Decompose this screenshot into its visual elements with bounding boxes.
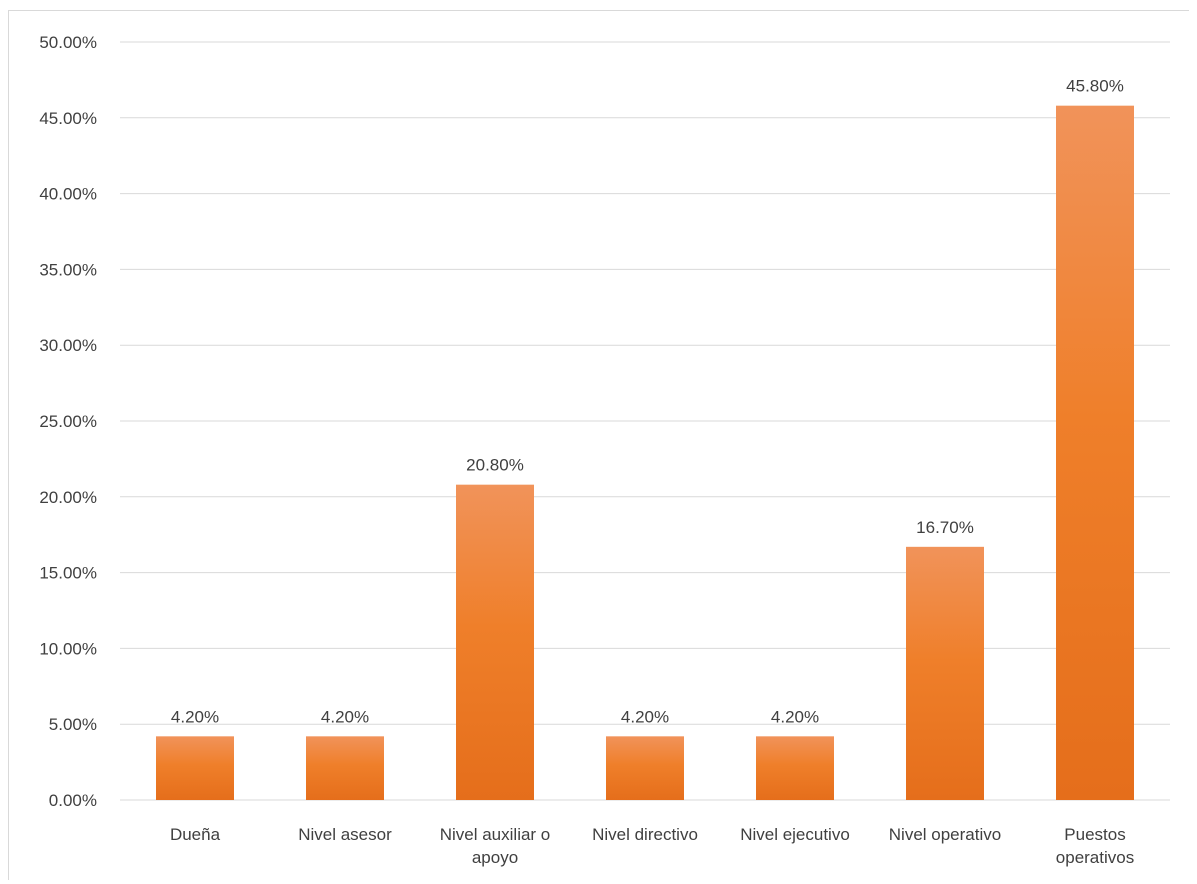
y-tick-label: 25.00% [39,412,97,431]
bars [156,105,1134,800]
gridlines [120,41,1170,801]
data-label: 45.80% [1066,77,1124,96]
category-label-line: Dueña [170,825,221,844]
data-label: 20.80% [466,456,524,475]
chart-frame [8,10,1189,880]
data-label: 4.20% [321,707,369,726]
data-label: 4.20% [621,707,669,726]
y-tick-label: 0.00% [49,791,97,810]
category-label-line: Nivel directivo [592,825,698,844]
category-label-line: Puestos [1064,825,1125,844]
y-tick-label: 35.00% [39,260,97,279]
data-label: 16.70% [916,518,974,537]
category-label: Puestos operativos [1056,825,1134,867]
category-label: Nivel ejecutivo [740,825,850,844]
y-tick-label: 15.00% [39,564,97,583]
bar [456,484,534,800]
y-tick-label: 20.00% [39,488,97,507]
bar [756,736,834,800]
y-tick-label: 5.00% [49,715,97,734]
category-label: Nivel directivo [592,825,698,844]
category-label-line: Nivel ejecutivo [740,825,850,844]
bar [1056,105,1134,800]
y-tick-label: 45.00% [39,109,97,128]
y-axis-ticks: 0.00% 5.00% 10.00% 15.00% 20.00% 25.00% 30.00%… [39,33,97,810]
category-label: Dueña [170,825,221,844]
bar [606,736,684,800]
y-tick-label: 10.00% [39,639,97,658]
category-label: Nivel auxiliar o apoyo [440,825,551,867]
y-tick-label: 40.00% [39,185,97,204]
category-label: Nivel asesor [298,825,392,844]
data-labels: 4.20% 4.20% 20.80% 4.20% 4.20% 16.70% 45.80% [171,77,1124,727]
data-label: 4.20% [771,707,819,726]
category-label-line: apoyo [472,848,518,867]
category-labels: Dueña Nivel asesor Nivel auxiliar o apoyoNi… [170,825,1134,867]
bar [906,546,984,800]
category-label-line: Nivel auxiliar o [440,825,551,844]
category-label-line: Nivel asesor [298,825,392,844]
category-label-line: Nivel operativo [889,825,1001,844]
bar [306,736,384,800]
category-label-line: operativos [1056,848,1134,867]
bar [156,736,234,800]
y-tick-label: 50.00% [39,33,97,52]
category-label: Nivel operativo [889,825,1001,844]
data-label: 4.20% [171,707,219,726]
y-tick-label: 30.00% [39,336,97,355]
